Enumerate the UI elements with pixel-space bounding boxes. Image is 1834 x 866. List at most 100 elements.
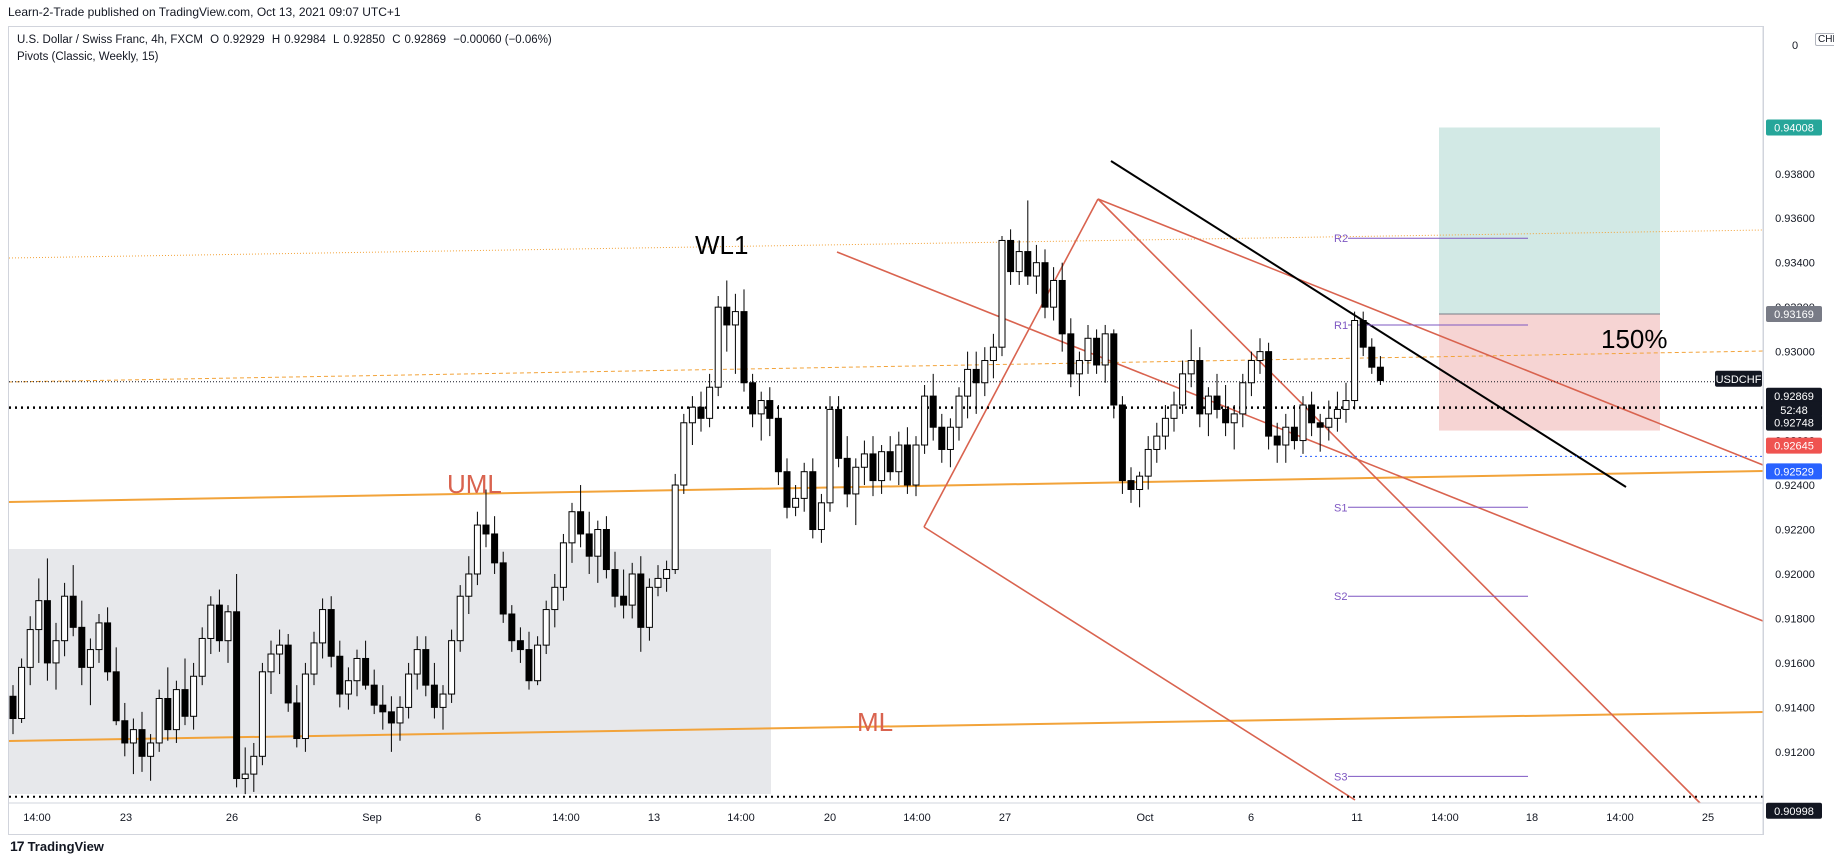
price-tag <box>1715 370 1762 387</box>
candle-up <box>1230 413 1238 424</box>
y-tick-label: 0.93800 <box>1775 169 1815 181</box>
candle-up <box>852 466 860 495</box>
candle-up <box>1342 400 1350 410</box>
candle-up <box>26 629 34 668</box>
candle-down <box>938 426 946 450</box>
price-tag-label: 0.93169 <box>1774 309 1814 321</box>
candle-down <box>1368 346 1376 368</box>
x-tick-label: Sep <box>362 812 382 824</box>
candle-up <box>1256 351 1264 362</box>
y-tick-label: 0.92200 <box>1775 525 1815 537</box>
candle-up <box>542 609 550 646</box>
x-tick-label: 14:00 <box>903 812 931 824</box>
pivot-label-r1: R1 <box>1334 320 1348 332</box>
candle-up <box>172 689 180 731</box>
candle-up <box>465 573 473 597</box>
candle-up <box>439 693 447 708</box>
candle-up <box>989 346 997 362</box>
indicator-legend: Pivots (Classic, Weekly, 15) <box>17 51 159 63</box>
y-tick-label: 0.91600 <box>1775 658 1815 670</box>
candle-up <box>1170 404 1178 419</box>
price-tag <box>1766 414 1822 431</box>
y-tick-label: 0.92400 <box>1775 480 1815 492</box>
x-tick-label: 6 <box>1248 812 1254 824</box>
y-tick-label: 0.93600 <box>1775 213 1815 225</box>
tradingview-logo[interactable]: 17 TradingView <box>10 838 104 854</box>
price-tag-label: 0.92529 <box>1774 466 1814 478</box>
candle-up <box>155 697 163 744</box>
price-tag <box>1766 119 1822 136</box>
ml-line <box>8 711 1764 742</box>
y-tick-label: 0.91800 <box>1775 613 1815 625</box>
y-tick-label: 0.93400 <box>1775 258 1815 270</box>
candle-down <box>1196 360 1204 415</box>
dashed-orange-line <box>8 350 1764 383</box>
candle-up <box>147 742 155 757</box>
candle-up <box>1153 435 1161 450</box>
candle-down <box>1290 426 1298 442</box>
x-tick-label: 14:00 <box>727 812 755 824</box>
candle-up <box>628 573 636 606</box>
candle-up <box>190 675 198 717</box>
candle-up <box>1282 426 1290 446</box>
pivot-label-s3: S3 <box>1334 771 1347 783</box>
candle-up <box>946 426 954 450</box>
publisher-line: Learn-2-Trade published on TradingView.c… <box>8 5 401 19</box>
candle-up <box>1204 395 1212 415</box>
candle-down <box>585 533 593 557</box>
candle-up <box>86 649 94 668</box>
candle-up <box>224 611 232 642</box>
candle-up <box>1050 279 1058 308</box>
candle-down <box>422 649 430 686</box>
close-value: 0.92869 <box>404 34 447 46</box>
candle-up <box>568 511 576 544</box>
x-tick-label: 14:00 <box>1431 812 1459 824</box>
close-label: C <box>392 34 401 46</box>
candle-down <box>69 595 77 628</box>
candle-up <box>1239 382 1247 415</box>
y-tick-label: 0.93000 <box>1775 347 1815 359</box>
candle-up <box>267 653 275 673</box>
y-tick-label: 0 <box>1792 40 1798 52</box>
candle-up <box>1084 337 1092 362</box>
candle-up <box>663 569 671 579</box>
candle-up <box>1161 417 1169 437</box>
candle-down <box>1058 279 1066 335</box>
candle-down <box>516 640 524 651</box>
candle-down <box>774 417 782 473</box>
candle-up <box>1351 320 1359 402</box>
candle-up <box>448 640 456 695</box>
candle-up <box>35 600 43 631</box>
pitchfork-line <box>923 526 1356 801</box>
price-tag-label: 52:48 <box>1780 405 1808 417</box>
candle-up <box>800 471 808 499</box>
candle-down <box>929 395 937 428</box>
candle-down <box>835 408 843 459</box>
y-tick-label: 0.91200 <box>1775 747 1815 759</box>
y-tick-label: 0.92000 <box>1775 569 1815 581</box>
currency-button[interactable]: CHF <box>1815 33 1834 46</box>
candle-up <box>301 673 309 740</box>
candle-up <box>1179 373 1187 406</box>
candle-up <box>95 622 103 651</box>
candle-down <box>1359 320 1367 348</box>
candle-down <box>138 729 146 757</box>
candle-up <box>413 649 421 675</box>
x-tick-label: 18 <box>1526 812 1538 824</box>
candle-up <box>319 609 327 644</box>
uml-line <box>8 470 1764 503</box>
candle-up <box>921 395 929 446</box>
low-value: 0.92850 <box>343 34 385 46</box>
price-tag-label: 0.90998 <box>1774 806 1814 818</box>
candle-up <box>998 239 1006 348</box>
candle-down <box>1067 333 1075 375</box>
candle-up <box>534 644 542 682</box>
candle-down <box>886 451 894 473</box>
candle-up <box>792 497 800 508</box>
candle-up <box>671 484 679 571</box>
price-tag-label: 0.94008 <box>1774 123 1814 135</box>
candle-down <box>430 684 438 708</box>
candle-up <box>551 586 559 611</box>
candle-down <box>1024 251 1032 277</box>
